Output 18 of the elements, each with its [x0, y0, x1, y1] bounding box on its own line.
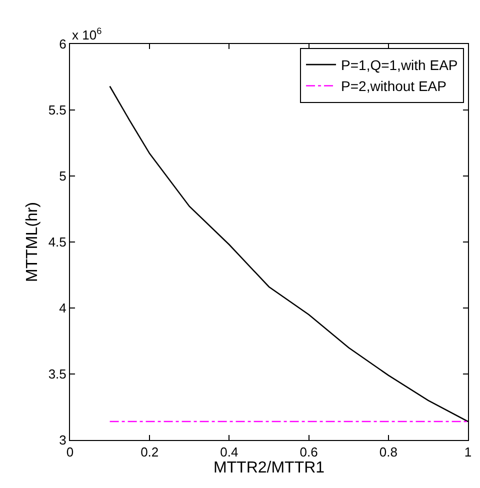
- x-tick-label: 0: [66, 444, 74, 460]
- x-tick-label: 0.2: [140, 444, 159, 460]
- legend-label: P=1,Q=1,with EAP: [341, 57, 458, 74]
- x-tick-label: 0.8: [379, 444, 398, 460]
- y-tick-label: 3.5: [48, 366, 66, 382]
- y-tick-label: 5.5: [48, 102, 66, 118]
- x-axis-title: MTTR2/MTTR1: [213, 460, 325, 477]
- y-tick-label: 5: [59, 168, 66, 184]
- y-axis-title: MTTML(hr): [24, 202, 42, 282]
- y-tick-label: 3: [59, 432, 66, 448]
- x-tick-label: 0.4: [220, 444, 238, 460]
- y-tick-label: 6: [59, 36, 66, 52]
- text: x 10$^{6}$: [72, 26, 102, 42]
- x-tick-label: 1: [464, 444, 472, 460]
- y-tick-label: 4: [59, 300, 66, 316]
- y-tick-label: 4.5: [48, 234, 66, 250]
- x-tick-label: 0.6: [300, 444, 318, 460]
- legend-label: P=2,without EAP: [341, 78, 446, 94]
